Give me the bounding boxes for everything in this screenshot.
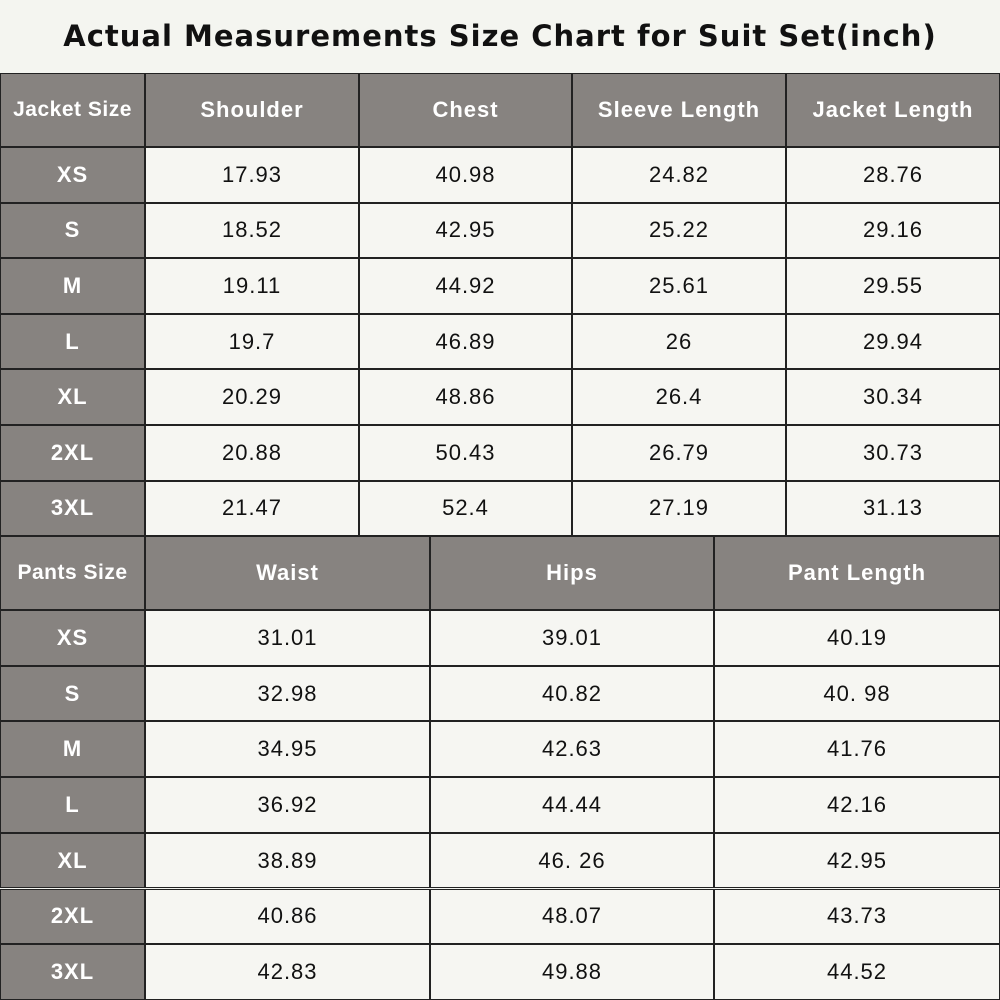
size-cell: 3XL bbox=[0, 480, 145, 537]
value-cell: 29.94 bbox=[786, 313, 1000, 370]
value-cell: 31.01 bbox=[145, 610, 430, 666]
value-cell: 52.4 bbox=[359, 480, 572, 537]
value-cell: 46.89 bbox=[359, 313, 572, 370]
value-cell: 50.43 bbox=[359, 425, 572, 481]
value-cell: 34.95 bbox=[145, 721, 430, 778]
header-cell: Pants Size bbox=[0, 536, 145, 610]
size-cell: XL bbox=[0, 832, 145, 889]
value-cell: 18.52 bbox=[145, 202, 359, 259]
value-cell: 49.88 bbox=[430, 944, 714, 1000]
value-cell: 20.29 bbox=[145, 369, 359, 425]
header-cell: Pant Length bbox=[714, 536, 1000, 610]
value-cell: 36.92 bbox=[145, 777, 430, 833]
size-cell: S bbox=[0, 202, 145, 259]
value-cell: 28.76 bbox=[786, 147, 1000, 203]
size-cell: 2XL bbox=[0, 425, 145, 481]
value-cell: 41.76 bbox=[714, 721, 1000, 778]
value-cell: 43.73 bbox=[714, 888, 1000, 945]
header-cell: Hips bbox=[430, 536, 714, 610]
value-cell: 26.79 bbox=[572, 425, 786, 481]
value-cell: 25.61 bbox=[572, 258, 786, 314]
value-cell: 24.82 bbox=[572, 147, 786, 203]
size-cell: L bbox=[0, 313, 145, 370]
value-cell: 40. 98 bbox=[714, 665, 1000, 722]
value-cell: 38.89 bbox=[145, 832, 430, 889]
value-cell: 30.73 bbox=[786, 425, 1000, 481]
value-cell: 30.34 bbox=[786, 369, 1000, 425]
value-cell: 19.7 bbox=[145, 313, 359, 370]
size-cell: XL bbox=[0, 369, 145, 425]
size-cell: M bbox=[0, 258, 145, 314]
header-cell: Chest bbox=[359, 73, 572, 147]
value-cell: 42.95 bbox=[359, 202, 572, 259]
value-cell: 42.16 bbox=[714, 777, 1000, 833]
size-cell: 2XL bbox=[0, 888, 145, 945]
value-cell: 42.83 bbox=[145, 944, 430, 1000]
value-cell: 44.44 bbox=[430, 777, 714, 833]
value-cell: 44.52 bbox=[714, 944, 1000, 1000]
value-cell: 26 bbox=[572, 313, 786, 370]
value-cell: 25.22 bbox=[572, 202, 786, 259]
size-cell: L bbox=[0, 777, 145, 833]
value-cell: 48.07 bbox=[430, 888, 714, 945]
value-cell: 42.95 bbox=[714, 832, 1000, 889]
value-cell: 21.47 bbox=[145, 480, 359, 537]
header-cell: Waist bbox=[145, 536, 430, 610]
header-cell: Sleeve Length bbox=[572, 73, 786, 147]
value-cell: 42.63 bbox=[430, 721, 714, 778]
header-cell: Jacket Length bbox=[786, 73, 1000, 147]
title: Actual Measurements Size Chart for Suit … bbox=[63, 19, 937, 53]
value-cell: 20.88 bbox=[145, 425, 359, 481]
value-cell: 40.98 bbox=[359, 147, 572, 203]
value-cell: 48.86 bbox=[359, 369, 572, 425]
header-cell: Shoulder bbox=[145, 73, 359, 147]
value-cell: 40.82 bbox=[430, 665, 714, 722]
size-cell: M bbox=[0, 721, 145, 778]
value-cell: 32.98 bbox=[145, 665, 430, 722]
value-cell: 39.01 bbox=[430, 610, 714, 666]
value-cell: 44.92 bbox=[359, 258, 572, 314]
value-cell: 29.16 bbox=[786, 202, 1000, 259]
value-cell: 27.19 bbox=[572, 480, 786, 537]
value-cell: 26.4 bbox=[572, 369, 786, 425]
header-cell: Jacket Size bbox=[0, 73, 145, 147]
size-cell: 3XL bbox=[0, 944, 145, 1000]
size-cell: XS bbox=[0, 610, 145, 666]
size-cell: S bbox=[0, 665, 145, 722]
value-cell: 19.11 bbox=[145, 258, 359, 314]
value-cell: 29.55 bbox=[786, 258, 1000, 314]
value-cell: 46. 26 bbox=[430, 832, 714, 889]
value-cell: 40.19 bbox=[714, 610, 1000, 666]
value-cell: 17.93 bbox=[145, 147, 359, 203]
value-cell: 40.86 bbox=[145, 888, 430, 945]
value-cell: 31.13 bbox=[786, 480, 1000, 537]
size-cell: XS bbox=[0, 147, 145, 203]
